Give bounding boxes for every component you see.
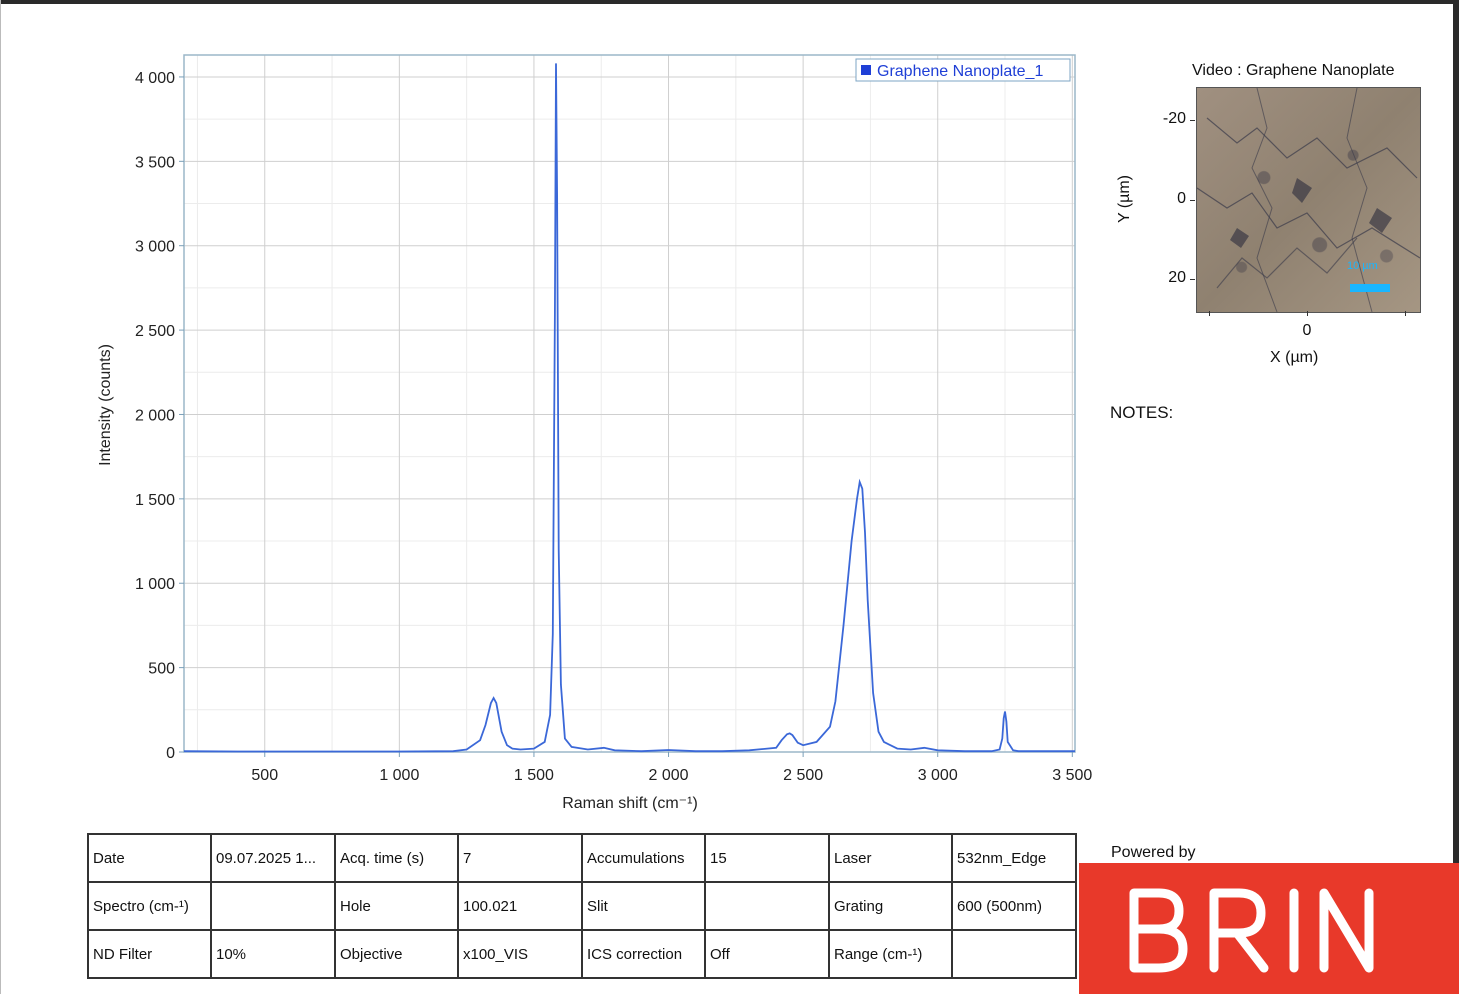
video-panel-title: Video : Graphene Nanoplate bbox=[1192, 62, 1395, 79]
table-cell-label: Hole bbox=[334, 881, 459, 931]
y-tick-label: 500 bbox=[148, 661, 175, 678]
video-y-tick-label: -20 bbox=[1162, 110, 1186, 127]
table-cell-value: Off bbox=[704, 929, 830, 979]
y-tick-label: 3 000 bbox=[135, 239, 175, 256]
legend-swatch bbox=[861, 65, 871, 75]
axis-ticks: 500 1 000 1 500 2 000 2 500 3 000 3 500 0 500 1 0… bbox=[135, 70, 1092, 784]
powered-by-label: Powered by bbox=[1111, 844, 1196, 861]
table-cell-value bbox=[951, 929, 1077, 979]
table-cell-value bbox=[704, 881, 830, 931]
table-cell-label: ICS correction bbox=[581, 929, 706, 979]
table-row: Spectro (cm-¹) Hole 100.021 Slit Grating… bbox=[87, 881, 1077, 931]
video-x-tick-mark bbox=[1405, 311, 1406, 316]
table-cell-value bbox=[210, 881, 336, 931]
right-border bbox=[1453, 0, 1459, 994]
x-tick-label: 2 000 bbox=[649, 767, 689, 784]
table-cell-label: Objective bbox=[334, 929, 459, 979]
x-tick-label: 3 000 bbox=[918, 767, 958, 784]
x-axis-title: Raman shift (cm⁻¹) bbox=[562, 795, 698, 812]
acquisition-info-table: Date 09.07.2025 1... Acq. time (s) 7 Acc… bbox=[87, 833, 1077, 979]
x-tick-label: 2 500 bbox=[783, 767, 823, 784]
y-tick-label: 1 500 bbox=[135, 492, 175, 509]
legend-label: Graphene Nanoplate_1 bbox=[877, 63, 1043, 80]
spectrum-chart: 500 1 000 1 500 2 000 2 500 3 000 3 500 0 500 1 0… bbox=[97, 54, 1092, 812]
table-cell-value: 600 (500nm) bbox=[951, 881, 1077, 931]
texture-overlay bbox=[1197, 88, 1420, 312]
left-border bbox=[0, 0, 1, 994]
video-y-tick-mark bbox=[1190, 200, 1195, 201]
table-row: ND Filter 10% Objective x100_VIS ICS cor… bbox=[87, 929, 1077, 979]
scale-bar bbox=[1350, 284, 1390, 292]
video-y-tick-mark bbox=[1190, 279, 1195, 280]
brin-logo bbox=[1079, 863, 1459, 994]
table-cell-label: Accumulations bbox=[581, 833, 706, 883]
video-y-tick-label: 20 bbox=[1168, 269, 1186, 286]
top-border bbox=[0, 0, 1459, 4]
video-x-axis-title: X (µm) bbox=[1270, 349, 1319, 366]
video-y-tick-label: 0 bbox=[1177, 190, 1186, 207]
y-tick-label: 1 000 bbox=[135, 576, 175, 593]
video-x-tick-mark bbox=[1307, 311, 1308, 316]
video-x-tick-label: 0 bbox=[1302, 322, 1312, 339]
video-y-tick-mark bbox=[1190, 120, 1195, 121]
chart-legend: Graphene Nanoplate_1 bbox=[855, 58, 1071, 82]
plot-frame bbox=[183, 54, 1076, 753]
notes-label: NOTES: bbox=[1110, 403, 1174, 422]
table-cell-value: 7 bbox=[457, 833, 583, 883]
table-cell-label: ND Filter bbox=[87, 929, 212, 979]
microscope-video-image[interactable]: 10 µm bbox=[1196, 87, 1421, 313]
y-tick-label: 3 500 bbox=[135, 154, 175, 171]
y-tick-label: 2 500 bbox=[135, 323, 175, 340]
table-cell-value: 100.021 bbox=[457, 881, 583, 931]
legend-box bbox=[855, 58, 1071, 82]
x-tick-label: 500 bbox=[251, 767, 278, 784]
scale-bar-label: 10 µm bbox=[1347, 260, 1378, 272]
x-tick-label: 1 000 bbox=[379, 767, 419, 784]
video-y-axis-title: Y (µm) bbox=[1116, 174, 1133, 224]
table-cell-label: Grating bbox=[828, 881, 953, 931]
y-tick-label: 4 000 bbox=[135, 70, 175, 87]
series-line-graphene-nanoplate bbox=[183, 63, 1075, 753]
table-cell-value: x100_VIS bbox=[457, 929, 583, 979]
x-tick-label: 3 500 bbox=[1052, 767, 1092, 784]
table-row: Date 09.07.2025 1... Acq. time (s) 7 Acc… bbox=[87, 833, 1077, 883]
table-cell-label: Range (cm-¹) bbox=[828, 929, 953, 979]
y-tick-label: 2 000 bbox=[135, 407, 175, 424]
table-cell-label: Date bbox=[87, 833, 212, 883]
table-cell-label: Acq. time (s) bbox=[334, 833, 459, 883]
table-cell-value: 15 bbox=[704, 833, 830, 883]
y-axis-title: Intensity (counts) bbox=[97, 344, 114, 466]
brin-logo-lettering bbox=[1129, 888, 1374, 973]
table-cell-label: Slit bbox=[581, 881, 706, 931]
table-cell-value: 09.07.2025 1... bbox=[210, 833, 336, 883]
y-tick-label: 0 bbox=[166, 745, 175, 762]
x-tick-label: 1 500 bbox=[514, 767, 554, 784]
table-cell-label: Spectro (cm-¹) bbox=[87, 881, 212, 931]
table-cell-value: 532nm_Edge bbox=[951, 833, 1077, 883]
chart-grid bbox=[184, 55, 1075, 753]
video-x-tick-mark bbox=[1209, 311, 1210, 316]
table-cell-value: 10% bbox=[210, 929, 336, 979]
table-cell-label: Laser bbox=[828, 833, 953, 883]
